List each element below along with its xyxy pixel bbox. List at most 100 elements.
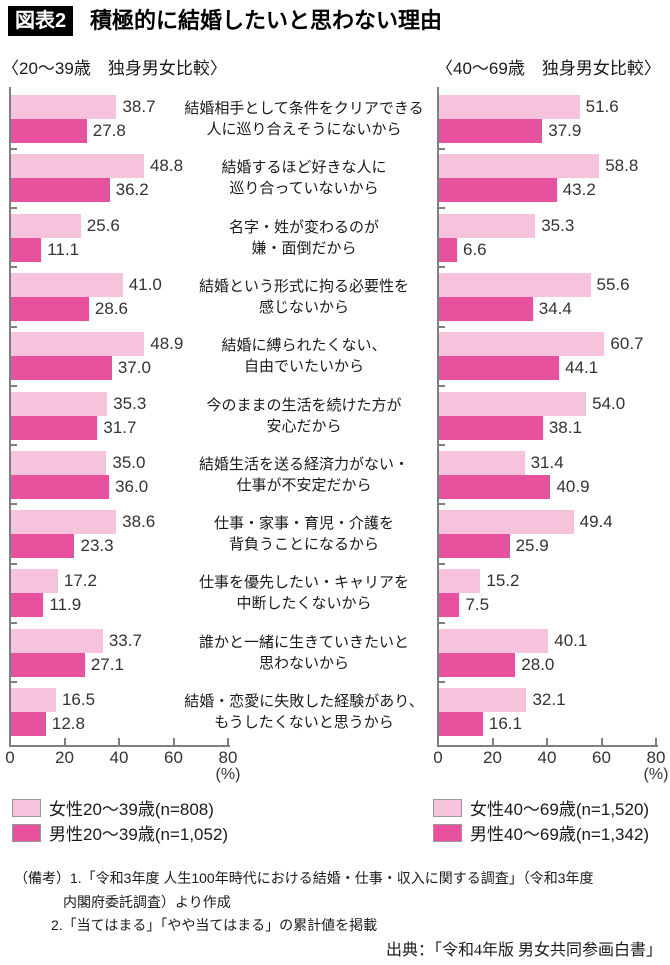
y-axis-tick [437,444,445,447]
bar-value-label: 40.9 [556,476,590,496]
bar-value-label: 35.3 [541,215,575,235]
y-axis-tick [437,266,445,269]
category-label-line: 名字・姓が変わるのが [228,218,379,236]
category-label: 結婚・恋愛に失敗した経験があり、 もうしたくないと思うから [170,688,438,736]
category-label: 今のままの生活を続けた方が 安心だから [170,392,438,440]
bar-value-label: 40.1 [554,630,588,650]
bar-value-label: 28.0 [521,654,555,674]
legend-swatch-male-icon [433,823,462,842]
x-axis-tick-label: 80 [218,748,238,767]
bar-male [11,474,110,499]
category-label: 名字・姓が変わるのが 嫌・面倒だから [170,214,438,262]
y-axis-tick [9,444,17,447]
legend-swatch-female-icon [12,798,41,817]
bar-value-label: 25.6 [86,215,120,235]
category-label-line: 仕事が不安定だから [236,476,372,494]
y-axis-tick [437,562,445,565]
y-axis-tick [437,325,445,328]
x-axis-tick-label: 60 [592,748,611,767]
bar-female [11,154,144,179]
bar-male [439,296,533,321]
note-line: 内閣府委託調査）より作成 [63,894,231,910]
category-label: 結婚に縛られたくない、 自由でいたいから [170,332,438,380]
x-axis-line [9,745,230,747]
bar-male [11,356,112,381]
legend-right: 女性40〜69歳(n=1,520) 男性40〜69歳(n=1,342) [433,798,650,849]
y-axis-tick [9,622,17,625]
category-label-line: 結婚相手として条件をクリアできる [184,100,424,117]
bar-female [11,95,117,119]
category-label-line: 背負うことになるから [228,536,379,554]
bar-male [439,593,460,618]
bar-value-label: 38.6 [122,512,156,532]
bar-value-label: 38.1 [548,417,582,437]
bar-male [439,237,457,262]
category-label: 誰かと一緒に生きていきたいと 思わないから [170,629,438,677]
bar-value-label: 11.9 [49,595,82,615]
category-label-line: 結婚に縛られたくない、 [221,337,387,355]
bar-male [439,178,557,203]
x-axis-line [437,745,658,747]
x-axis-tick [227,738,229,745]
bar-male [11,415,98,440]
bar-value-label: 36.0 [115,476,149,496]
y-axis-tick [437,384,445,387]
category-label-line: 結婚生活を送る経済力がない・ [198,455,409,473]
bar-male [11,178,110,203]
bar-female [11,391,108,416]
legend-swatch-male-icon [12,823,41,842]
bar-female [439,332,605,357]
note-line: （備考）1.「令和3年度 人生100年時代における結婚・仕事・収入に関する調査」… [14,870,594,886]
x-axis-unit-label: (%) [215,766,241,783]
bar-female [439,510,574,535]
x-axis-tick-label: 20 [483,748,502,767]
category-label: 結婚生活を送る経済力がない・ 仕事が不安定だから [170,451,438,499]
legend-swatch-female-icon [433,798,462,817]
category-label-line: 結婚するほど好きな人に [221,159,387,177]
legend-label: 女性20〜39歳(n=808) [49,800,214,819]
category-label: 仕事を優先したい・キャリアを 中断したくないから [170,569,438,617]
bar-value-label: 27.1 [90,654,124,674]
x-axis-tick [655,738,657,745]
x-axis-tick [546,738,548,745]
category-label-line: 自由でいたいから [243,358,364,376]
bar-male [439,534,510,559]
source-credit: 出典：「令和4年版 男女共同参画白書」 [385,942,662,959]
bar-value-label: 32.1 [532,690,566,709]
category-label-line: 結婚という形式に拘る必要性を [198,277,409,295]
category-label: 結婚相手として条件をクリアできる 人に巡り合えそうにないから [170,95,438,143]
legend-label: 男性40〜69歳(n=1,342) [470,825,650,844]
bar-value-label: 44.1 [565,358,599,378]
bar-female [439,391,587,416]
category-label-line: 仕事・家事・育児・介護を [213,515,394,533]
x-axis-tick-label: 60 [164,748,183,767]
y-axis-line [9,87,11,747]
y-axis-tick [9,503,17,506]
bar-value-label: 37.9 [548,121,582,140]
bar-value-label: 28.6 [94,298,129,318]
bar-value-label: 37.0 [117,358,151,378]
bar-male [439,356,560,381]
y-axis-tick [9,325,17,328]
x-axis-tick-label: 40 [109,748,129,767]
bar-male [11,534,75,559]
bar-value-label: 43.2 [562,180,596,200]
bar-value-label: 54.0 [592,393,626,413]
bar-value-label: 31.4 [530,452,564,472]
bar-male [11,712,46,736]
legend-label: 男性20〜39歳(n=1,052) [49,825,229,844]
x-axis-unit-label: (%) [643,766,669,783]
y-axis-tick [437,147,445,150]
x-axis-tick-label: 0 [433,748,443,767]
bar-value-label: 17.2 [63,571,97,591]
y-axis-tick [9,266,17,269]
bar-male [11,119,87,143]
category-label: 結婚という形式に拘る必要性を 感じないから [170,273,438,321]
x-axis-tick [172,738,175,745]
panel-header-left: 〈20〜39歳 独身男女比較〉 [2,59,227,78]
legend-item: 女性20〜39歳(n=808) [12,798,228,819]
x-axis-tick-label: 40 [537,748,557,767]
bar-male [439,652,516,677]
y-axis-line [437,87,439,747]
